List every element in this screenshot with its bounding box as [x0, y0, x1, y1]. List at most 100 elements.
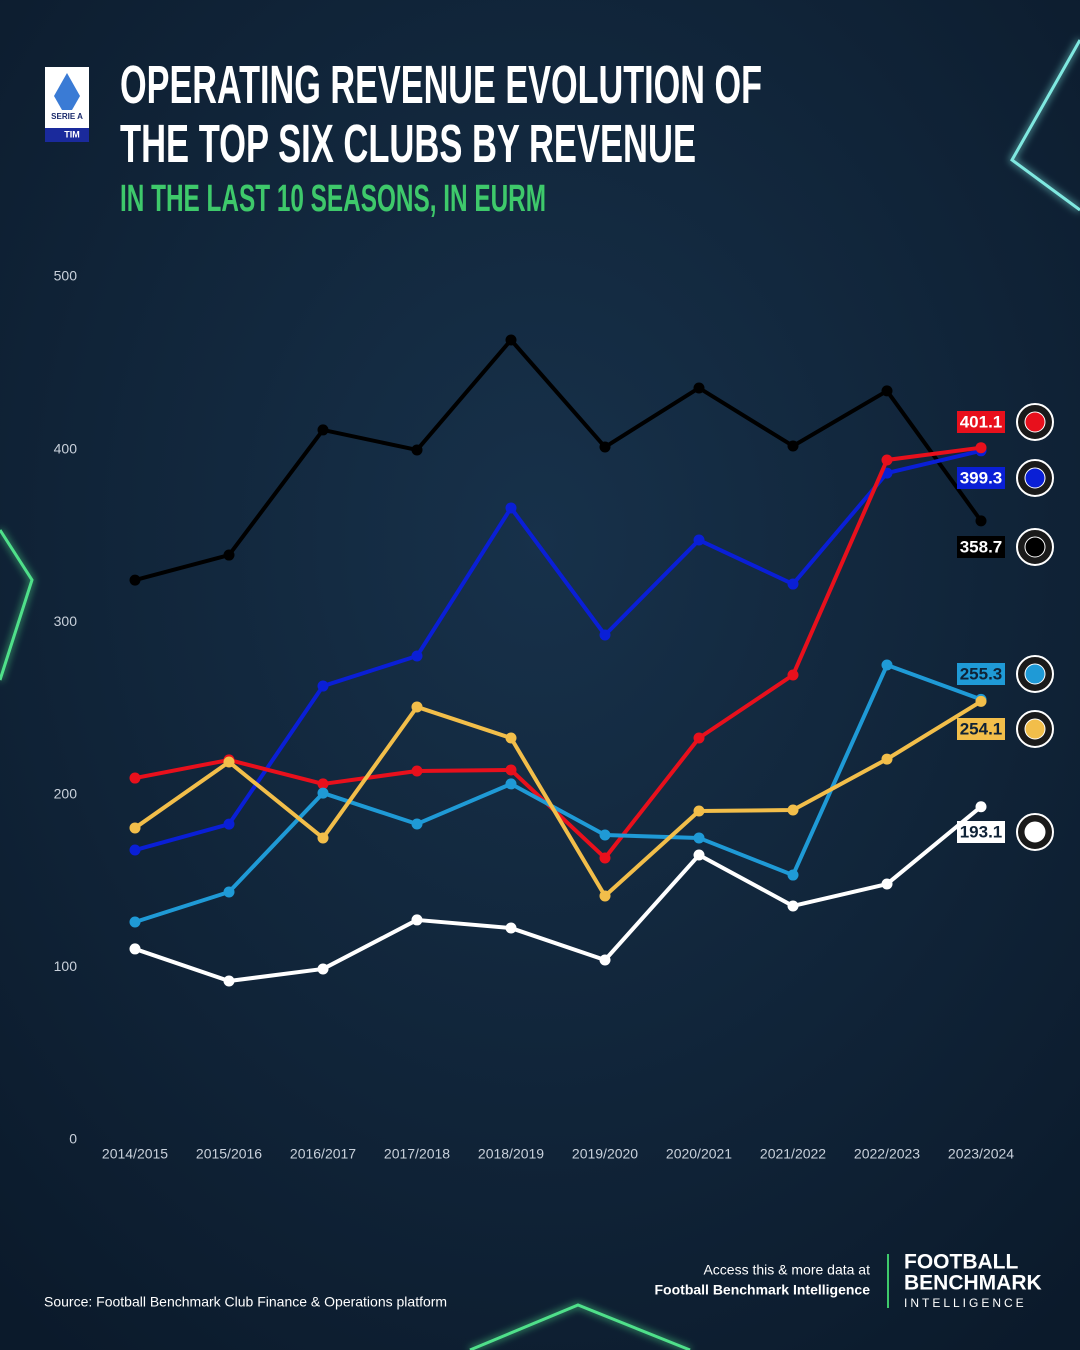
end-label-bg [957, 536, 1005, 558]
club-logo [1016, 528, 1054, 566]
club-logo-inner [1024, 411, 1046, 433]
chart-title: THE TOP SIX CLUBS BY REVENUE [120, 114, 696, 174]
club-logo-inner [1024, 821, 1046, 843]
club-logo [1016, 813, 1054, 851]
club-logo [1016, 710, 1054, 748]
club-logo [1016, 403, 1054, 441]
end-label: 255.3 [960, 664, 1003, 683]
data-point [599, 954, 611, 966]
badge-band [45, 128, 89, 142]
data-point [505, 922, 517, 934]
brand-text: BENCHMARK [904, 1272, 1042, 1295]
data-point [787, 804, 799, 816]
end-label: 358.7 [960, 537, 1003, 556]
x-tick-label: 2021/2022 [760, 1146, 826, 1162]
end-label-bg [957, 411, 1005, 433]
x-tick-label: 2019/2020 [572, 1146, 638, 1162]
data-point [129, 916, 141, 928]
data-point [317, 778, 329, 790]
data-point [599, 890, 611, 902]
chart-title: OPERATING REVENUE EVOLUTION OF [120, 55, 762, 115]
data-point [129, 574, 141, 586]
league-badge: SERIE A TIM [45, 67, 89, 142]
data-point [787, 440, 799, 452]
data-point [975, 442, 987, 454]
end-label: 399.3 [960, 468, 1003, 487]
data-point [787, 869, 799, 881]
series-line [133, 699, 983, 898]
data-point [599, 441, 611, 453]
end-label-bg [957, 718, 1005, 740]
series-line [134, 448, 982, 852]
data-point [223, 756, 235, 768]
x-tick-label: 2022/2023 [854, 1146, 920, 1162]
data-point [693, 849, 705, 861]
data-point [317, 963, 329, 975]
data-point [411, 914, 423, 926]
data-point [693, 805, 705, 817]
club-logo-inner [1024, 467, 1046, 489]
data-point [881, 659, 893, 671]
data-point [787, 669, 799, 681]
y-tick-label: 0 [69, 1131, 77, 1147]
data-point [787, 578, 799, 590]
x-tick-label: 2023/2024 [948, 1146, 1014, 1162]
data-point [317, 787, 329, 799]
end-label-bg [957, 821, 1005, 843]
badge-text: TIM [64, 129, 80, 139]
data-point [975, 801, 987, 813]
neon-line [1010, 39, 1080, 212]
cta-text: Access this & more data at [703, 1262, 870, 1278]
badge-shape [54, 73, 80, 110]
data-point [599, 829, 611, 841]
data-point [693, 534, 705, 546]
data-point [129, 943, 141, 955]
neon-line [469, 1303, 691, 1350]
data-point [317, 832, 329, 844]
data-point [975, 695, 987, 707]
data-point [411, 765, 423, 777]
x-tick-label: 2020/2021 [666, 1146, 732, 1162]
x-tick-label: 2015/2016 [196, 1146, 262, 1162]
data-point [881, 753, 893, 765]
series-line [134, 805, 983, 984]
source-note: Source: Football Benchmark Club Finance … [44, 1294, 447, 1310]
y-tick-label: 200 [54, 786, 78, 802]
chart-subtitle: IN THE LAST 10 SEASONS, IN EURM [120, 178, 546, 220]
end-label: 254.1 [960, 719, 1003, 738]
data-point [693, 832, 705, 844]
data-point [411, 444, 423, 456]
brand-text: FOOTBALL [904, 1251, 1018, 1274]
y-tick-label: 300 [54, 613, 78, 629]
data-point [317, 680, 329, 692]
data-point [411, 818, 423, 830]
x-tick-label: 2014/2015 [102, 1146, 168, 1162]
y-tick-label: 500 [54, 268, 78, 284]
data-point [787, 900, 799, 912]
x-tick-label: 2016/2017 [290, 1146, 356, 1162]
neon-line [0, 529, 34, 681]
data-point [505, 334, 517, 346]
series-line [134, 663, 982, 924]
data-point [411, 701, 423, 713]
end-label: 401.1 [960, 412, 1003, 431]
badge-text: SERIE A [51, 112, 83, 121]
club-logo [1016, 655, 1054, 693]
data-point [693, 732, 705, 744]
x-tick-label: 2017/2018 [384, 1146, 450, 1162]
data-point [881, 454, 893, 466]
data-point [505, 778, 517, 790]
data-point [411, 650, 423, 662]
data-point [317, 424, 329, 436]
data-point [129, 772, 141, 784]
data-point [505, 732, 517, 744]
plot-area: 0 100 200 300 400 500 2014/2015 2015/2016 2016/2… [54, 268, 1054, 1162]
data-point [223, 818, 235, 830]
data-point [505, 764, 517, 776]
data-point [223, 549, 235, 561]
decoration [0, 39, 1080, 1350]
data-point [223, 886, 235, 898]
y-tick-label: 100 [54, 958, 78, 974]
